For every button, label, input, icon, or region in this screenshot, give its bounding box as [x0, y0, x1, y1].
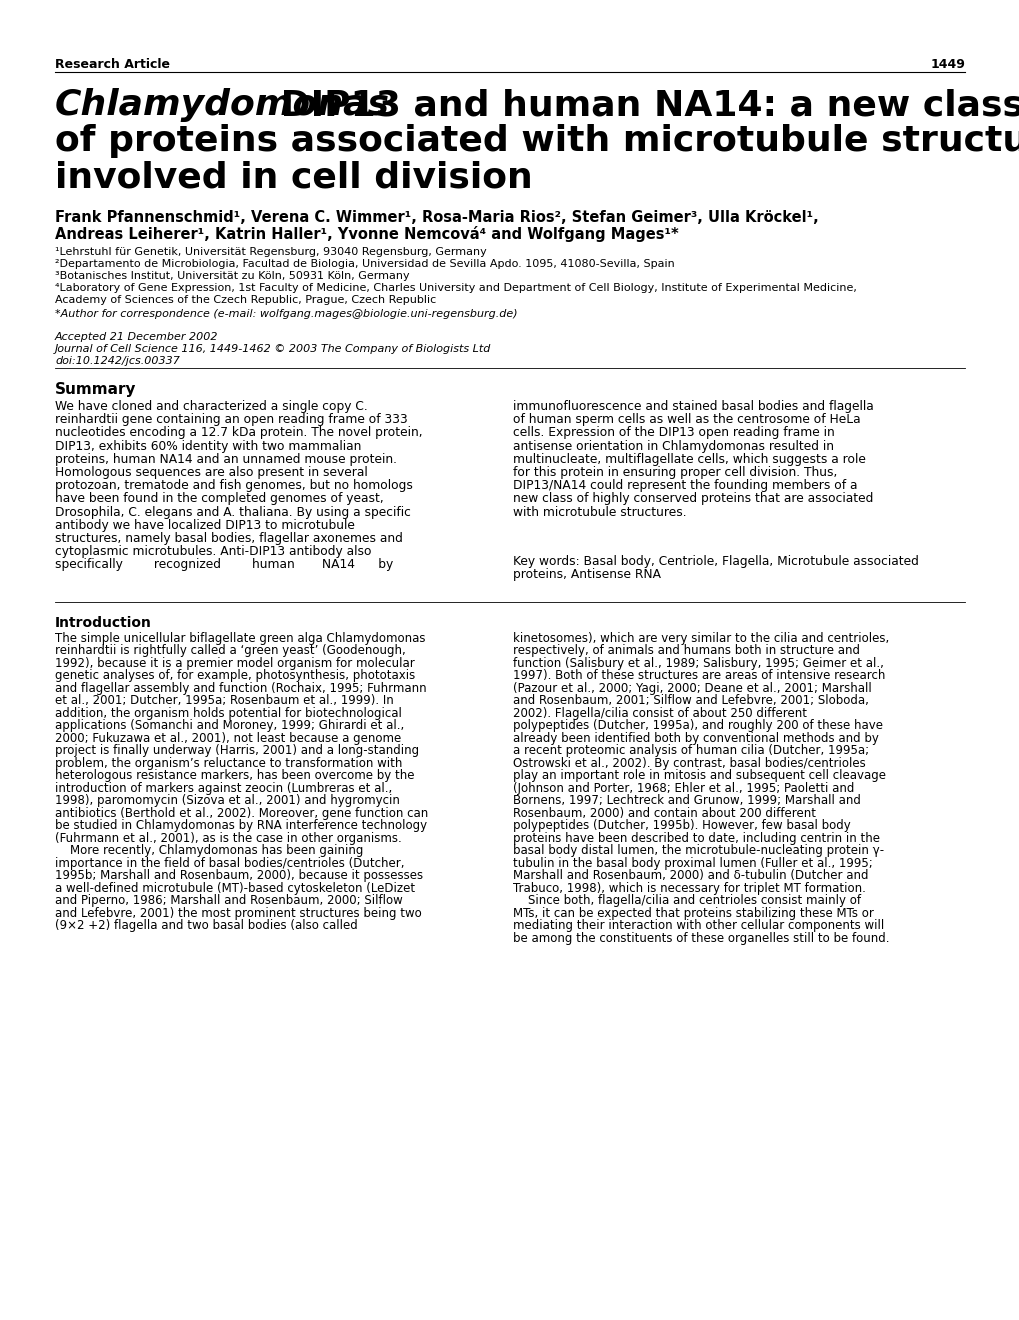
- Text: Research Article: Research Article: [55, 58, 170, 71]
- Text: genetic analyses of, for example, photosynthesis, phototaxis: genetic analyses of, for example, photos…: [55, 669, 415, 682]
- Text: More recently, Chlamydomonas has been gaining: More recently, Chlamydomonas has been ga…: [55, 843, 363, 857]
- Text: and Piperno, 1986; Marshall and Rosenbaum, 2000; Silflow: and Piperno, 1986; Marshall and Rosenbau…: [55, 894, 403, 907]
- Text: MTs, it can be expected that proteins stabilizing these MTs or: MTs, it can be expected that proteins st…: [513, 907, 873, 920]
- Text: Summary: Summary: [55, 381, 137, 397]
- Text: and Rosenbaum, 2001; Silflow and Lefebvre, 2001; Sloboda,: and Rosenbaum, 2001; Silflow and Lefebvr…: [513, 694, 868, 708]
- Text: nucleotides encoding a 12.7 kDa protein. The novel protein,: nucleotides encoding a 12.7 kDa protein.…: [55, 426, 422, 440]
- Text: problem, the organism’s reluctance to transformation with: problem, the organism’s reluctance to tr…: [55, 756, 401, 770]
- Text: (Pazour et al., 2000; Yagi, 2000; Deane et al., 2001; Marshall: (Pazour et al., 2000; Yagi, 2000; Deane …: [513, 681, 871, 694]
- Text: antibody we have localized DIP13 to microtubule: antibody we have localized DIP13 to micr…: [55, 519, 355, 532]
- Text: Ostrowski et al., 2002). By contrast, basal bodies/centrioles: Ostrowski et al., 2002). By contrast, ba…: [513, 756, 865, 770]
- Text: ⁴Laboratory of Gene Expression, 1st Faculty of Medicine, Charles University and : ⁴Laboratory of Gene Expression, 1st Facu…: [55, 282, 856, 293]
- Text: 1992), because it is a premier model organism for molecular: 1992), because it is a premier model org…: [55, 656, 415, 669]
- Text: and flagellar assembly and function (Rochaix, 1995; Fuhrmann: and flagellar assembly and function (Roc…: [55, 681, 426, 694]
- Text: ³Botanisches Institut, Universität zu Köln, 50931 Köln, Germany: ³Botanisches Institut, Universität zu Kö…: [55, 271, 410, 281]
- Text: for this protein in ensuring proper cell division. Thus,: for this protein in ensuring proper cell…: [513, 466, 837, 479]
- Text: reinhardtii is rightfully called a ‘green yeast’ (Goodenough,: reinhardtii is rightfully called a ‘gree…: [55, 644, 406, 657]
- Text: multinucleate, multiflagellate cells, which suggests a role: multinucleate, multiflagellate cells, wh…: [513, 453, 865, 466]
- Text: proteins, Antisense RNA: proteins, Antisense RNA: [513, 569, 660, 581]
- Text: ²Departamento de Microbiologia, Facultad de Biologia, Universidad de Sevilla Apd: ²Departamento de Microbiologia, Facultad…: [55, 259, 675, 269]
- Text: have been found in the completed genomes of yeast,: have been found in the completed genomes…: [55, 492, 383, 506]
- Text: doi:10.1242/jcs.00337: doi:10.1242/jcs.00337: [55, 356, 179, 366]
- Text: (Johnson and Porter, 1968; Ehler et al., 1995; Paoletti and: (Johnson and Porter, 1968; Ehler et al.,…: [513, 781, 854, 795]
- Text: Marshall and Rosenbaum, 2000) and δ-tubulin (Dutcher and: Marshall and Rosenbaum, 2000) and δ-tubu…: [513, 869, 867, 882]
- Text: polypeptides (Dutcher, 1995b). However, few basal body: polypeptides (Dutcher, 1995b). However, …: [513, 820, 850, 832]
- Text: importance in the field of basal bodies/centrioles (Dutcher,: importance in the field of basal bodies/…: [55, 857, 405, 870]
- Text: be studied in Chlamydomonas by RNA interference technology: be studied in Chlamydomonas by RNA inter…: [55, 820, 427, 832]
- Text: specifically        recognized        human       NA14      by: specifically recognized human NA14 by: [55, 558, 393, 572]
- Text: Accepted 21 December 2002: Accepted 21 December 2002: [55, 333, 218, 342]
- Text: involved in cell division: involved in cell division: [55, 160, 532, 194]
- Text: cytoplasmic microtubules. Anti-DIP13 antibody also: cytoplasmic microtubules. Anti-DIP13 ant…: [55, 545, 371, 558]
- Text: play an important role in mitosis and subsequent cell cleavage: play an important role in mitosis and su…: [513, 770, 886, 781]
- Text: Introduction: Introduction: [55, 615, 152, 630]
- Text: *Author for correspondence (e-mail: wolfgang.mages@biologie.uni-regensburg.de): *Author for correspondence (e-mail: wolf…: [55, 309, 517, 319]
- Text: already been identified both by conventional methods and by: already been identified both by conventi…: [513, 731, 878, 744]
- Text: We have cloned and characterized a single copy C.: We have cloned and characterized a singl…: [55, 400, 368, 413]
- Text: (Fuhrmann et al., 2001), as is the case in other organisms.: (Fuhrmann et al., 2001), as is the case …: [55, 832, 401, 845]
- Text: be among the constituents of these organelles still to be found.: be among the constituents of these organ…: [513, 932, 889, 945]
- Text: applications (Somanchi and Moroney, 1999; Ghirardi et al.,: applications (Somanchi and Moroney, 1999…: [55, 719, 404, 733]
- Text: 1997). Both of these structures are areas of intensive research: 1997). Both of these structures are area…: [513, 669, 884, 682]
- Text: project is finally underway (Harris, 2001) and a long-standing: project is finally underway (Harris, 200…: [55, 744, 419, 758]
- Text: mediating their interaction with other cellular components will: mediating their interaction with other c…: [513, 919, 883, 932]
- Text: DIP13 and human NA14: a new class: DIP13 and human NA14: a new class: [268, 88, 1019, 121]
- Text: a well-defined microtubule (MT)-based cytoskeleton (LeDizet: a well-defined microtubule (MT)-based cy…: [55, 882, 415, 895]
- Text: Chlamydomonas: Chlamydomonas: [55, 88, 389, 121]
- Text: addition, the organism holds potential for biotechnological: addition, the organism holds potential f…: [55, 706, 401, 719]
- Text: heterologous resistance markers, has been overcome by the: heterologous resistance markers, has bee…: [55, 770, 414, 781]
- Text: and Lefebvre, 2001) the most prominent structures being two: and Lefebvre, 2001) the most prominent s…: [55, 907, 421, 920]
- Text: The simple unicellular biflagellate green alga Chlamydomonas: The simple unicellular biflagellate gree…: [55, 631, 425, 644]
- Text: Key words: Basal body, Centriole, Flagella, Microtubule associated: Key words: Basal body, Centriole, Flagel…: [513, 556, 918, 568]
- Text: Academy of Sciences of the Czech Republic, Prague, Czech Republic: Academy of Sciences of the Czech Republi…: [55, 294, 436, 305]
- Text: tubulin in the basal body proximal lumen (Fuller et al., 1995;: tubulin in the basal body proximal lumen…: [513, 857, 872, 870]
- Text: Journal of Cell Science 116, 1449-1462 © 2003 The Company of Biologists Ltd: Journal of Cell Science 116, 1449-1462 ©…: [55, 345, 491, 354]
- Text: Bornens, 1997; Lechtreck and Grunow, 1999; Marshall and: Bornens, 1997; Lechtreck and Grunow, 199…: [513, 795, 860, 807]
- Text: kinetosomes), which are very similar to the cilia and centrioles,: kinetosomes), which are very similar to …: [513, 631, 889, 644]
- Text: antisense orientation in Chlamydomonas resulted in: antisense orientation in Chlamydomonas r…: [513, 440, 834, 453]
- Text: respectively, of animals and humans both in structure and: respectively, of animals and humans both…: [513, 644, 859, 657]
- Text: new class of highly conserved proteins that are associated: new class of highly conserved proteins t…: [513, 492, 872, 506]
- Text: 1449: 1449: [929, 58, 964, 71]
- Text: Since both, flagella/cilia and centrioles consist mainly of: Since both, flagella/cilia and centriole…: [513, 894, 860, 907]
- Text: function (Salisbury et al., 1989; Salisbury, 1995; Geimer et al.,: function (Salisbury et al., 1989; Salisb…: [513, 656, 883, 669]
- Text: Homologous sequences are also present in several: Homologous sequences are also present in…: [55, 466, 368, 479]
- Text: antibiotics (Berthold et al., 2002). Moreover, gene function can: antibiotics (Berthold et al., 2002). Mor…: [55, 807, 428, 820]
- Text: a recent proteomic analysis of human cilia (Dutcher, 1995a;: a recent proteomic analysis of human cil…: [513, 744, 868, 758]
- Text: cells. Expression of the DIP13 open reading frame in: cells. Expression of the DIP13 open read…: [513, 426, 834, 440]
- Text: 2000; Fukuzawa et al., 2001), not least because a genome: 2000; Fukuzawa et al., 2001), not least …: [55, 731, 400, 744]
- Text: Frank Pfannenschmid¹, Verena C. Wimmer¹, Rosa-Maria Rios², Stefan Geimer³, Ulla : Frank Pfannenschmid¹, Verena C. Wimmer¹,…: [55, 210, 818, 224]
- Text: basal body distal lumen, the microtubule-nucleating protein γ-: basal body distal lumen, the microtubule…: [513, 843, 883, 857]
- Text: Drosophila, C. elegans and A. thaliana. By using a specific: Drosophila, C. elegans and A. thaliana. …: [55, 506, 411, 519]
- Text: proteins, human NA14 and an unnamed mouse protein.: proteins, human NA14 and an unnamed mous…: [55, 453, 396, 466]
- Text: with microtubule structures.: with microtubule structures.: [513, 506, 686, 519]
- Text: ¹Lehrstuhl für Genetik, Universität Regensburg, 93040 Regensburg, Germany: ¹Lehrstuhl für Genetik, Universität Rege…: [55, 247, 486, 257]
- Text: Trabuco, 1998), which is necessary for triplet MT formation.: Trabuco, 1998), which is necessary for t…: [513, 882, 865, 895]
- Text: 1995b; Marshall and Rosenbaum, 2000), because it possesses: 1995b; Marshall and Rosenbaum, 2000), be…: [55, 869, 423, 882]
- Text: Andreas Leiherer¹, Katrin Haller¹, Yvonne Nemcová⁴ and Wolfgang Mages¹*: Andreas Leiherer¹, Katrin Haller¹, Yvonn…: [55, 226, 678, 242]
- Text: structures, namely basal bodies, flagellar axonemes and: structures, namely basal bodies, flagell…: [55, 532, 403, 545]
- Text: introduction of markers against zeocin (Lumbreras et al.,: introduction of markers against zeocin (…: [55, 781, 392, 795]
- Text: DIP13/NA14 could represent the founding members of a: DIP13/NA14 could represent the founding …: [513, 479, 857, 492]
- Text: DIP13, exhibits 60% identity with two mammalian: DIP13, exhibits 60% identity with two ma…: [55, 440, 361, 453]
- Text: reinhardtii gene containing an open reading frame of 333: reinhardtii gene containing an open read…: [55, 413, 408, 426]
- Text: et al., 2001; Dutcher, 1995a; Rosenbaum et al., 1999). In: et al., 2001; Dutcher, 1995a; Rosenbaum …: [55, 694, 393, 708]
- Text: (9×2 +2) flagella and two basal bodies (also called: (9×2 +2) flagella and two basal bodies (…: [55, 919, 358, 932]
- Text: protozoan, trematode and fish genomes, but no homologs: protozoan, trematode and fish genomes, b…: [55, 479, 413, 492]
- Text: of human sperm cells as well as the centrosome of HeLa: of human sperm cells as well as the cent…: [513, 413, 860, 426]
- Text: polypeptides (Dutcher, 1995a), and roughly 200 of these have: polypeptides (Dutcher, 1995a), and rough…: [513, 719, 882, 733]
- Text: Rosenbaum, 2000) and contain about 200 different: Rosenbaum, 2000) and contain about 200 d…: [513, 807, 815, 820]
- Text: immunofluorescence and stained basal bodies and flagella: immunofluorescence and stained basal bod…: [513, 400, 873, 413]
- Text: 1998), paromomycin (Sizova et al., 2001) and hygromycin: 1998), paromomycin (Sizova et al., 2001)…: [55, 795, 399, 807]
- Text: 2002). Flagella/cilia consist of about 250 different: 2002). Flagella/cilia consist of about 2…: [513, 706, 806, 719]
- Text: of proteins associated with microtubule structures is: of proteins associated with microtubule …: [55, 124, 1019, 158]
- Text: proteins have been described to date, including centrin in the: proteins have been described to date, in…: [513, 832, 879, 845]
